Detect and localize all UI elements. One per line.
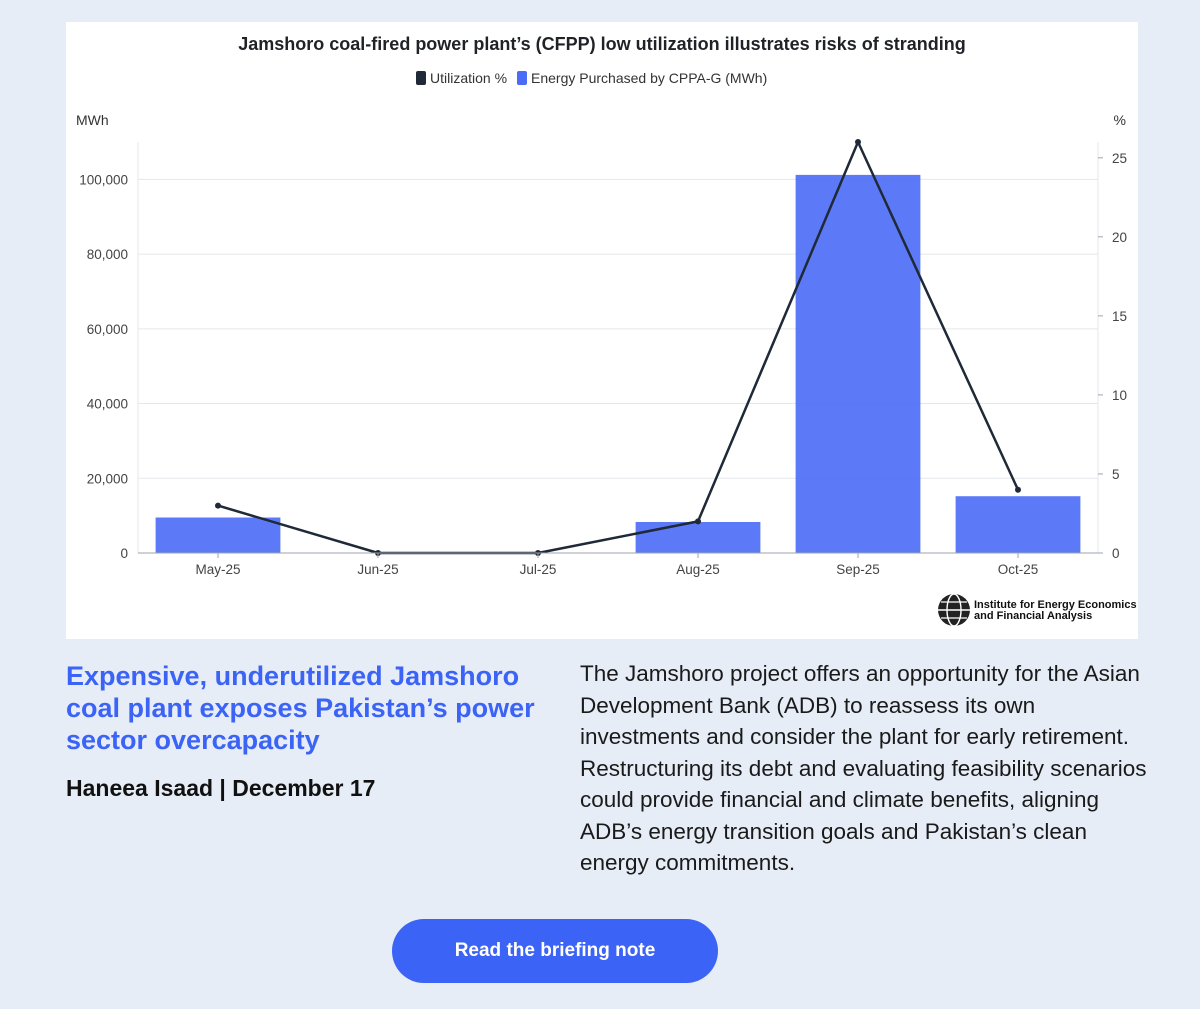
legend-swatch-bar xyxy=(517,71,527,85)
gridlines xyxy=(137,142,1099,553)
bar-oct-25 xyxy=(955,496,1081,553)
legend-item-energy: Energy Purchased by CPPA-G (MWh) xyxy=(531,70,767,86)
bar-may-25 xyxy=(155,517,281,553)
chart-card: Jamshoro coal-fired power plant’s (CFPP)… xyxy=(66,22,1138,639)
iee-logo: Institute for Energy Economics and Finan… xyxy=(938,593,1137,627)
x-tick-label: Sep-25 xyxy=(836,562,880,577)
y-right-tick-label: 15 xyxy=(1112,309,1127,324)
bar-aug-25 xyxy=(635,521,761,553)
article-byline: Haneea Isaad | December 17 xyxy=(66,775,376,801)
y-left-tick-label: 100,000 xyxy=(79,172,128,187)
y-right-tick-label: 0 xyxy=(1112,546,1120,561)
utilization-point-sep-25 xyxy=(855,139,861,145)
logo-text-line-1: Institute for Energy Economics xyxy=(974,599,1137,611)
x-tick-label: Jul-25 xyxy=(520,562,557,577)
logo-text-line-2: and Financial Analysis xyxy=(974,610,1092,622)
x-tick-label: Aug-25 xyxy=(676,562,720,577)
y-right-ticks: 0 5 10 15 20 25 xyxy=(1098,151,1127,561)
utilization-point-may-25 xyxy=(215,502,221,509)
y-right-axis-label: % xyxy=(1114,112,1126,128)
read-briefing-button[interactable]: Read the briefing note xyxy=(392,919,718,983)
x-tick-label: Oct-25 xyxy=(998,562,1039,577)
chart-title: Jamshoro coal-fired power plant’s (CFPP)… xyxy=(238,34,965,54)
utilization-line xyxy=(217,140,1020,555)
y-left-tick-label: 0 xyxy=(120,546,128,561)
y-left-tick-label: 20,000 xyxy=(87,471,128,486)
legend-swatch-line xyxy=(416,71,426,85)
utilization-point-aug-25 xyxy=(695,518,701,525)
chart-svg: Jamshoro coal-fired power plant’s (CFPP)… xyxy=(76,34,1137,627)
utilization-point-oct-25 xyxy=(1015,486,1021,493)
y-left-tick-label: 80,000 xyxy=(87,247,128,262)
x-axis-ticks: May-25 Jun-25 Jul-25 Aug-25 Sep-25 Oct-25 xyxy=(138,552,1098,577)
legend-item-utilization: Utilization % xyxy=(430,70,507,86)
article-summary: The Jamshoro project offers an opportuni… xyxy=(580,661,1147,875)
bar-series xyxy=(155,174,1081,553)
y-right-tick-label: 10 xyxy=(1112,388,1127,403)
legend: Utilization % Energy Purchased by CPPA-G… xyxy=(416,70,767,86)
article-headline[interactable]: Expensive, underutilized Jamshoro coal p… xyxy=(66,661,535,755)
x-tick-label: May-25 xyxy=(195,562,240,577)
y-right-tick-label: 25 xyxy=(1112,151,1127,166)
y-left-tick-label: 40,000 xyxy=(87,397,128,412)
y-right-tick-label: 20 xyxy=(1112,230,1127,245)
x-tick-label: Jun-25 xyxy=(357,562,398,577)
bar-sep-25 xyxy=(795,174,921,553)
y-left-ticks: 0 20,000 40,000 60,000 80,000 100,000 xyxy=(79,172,128,561)
y-left-axis-label: MWh xyxy=(76,112,109,128)
y-right-tick-label: 5 xyxy=(1112,467,1120,482)
y-left-tick-label: 60,000 xyxy=(87,322,128,337)
